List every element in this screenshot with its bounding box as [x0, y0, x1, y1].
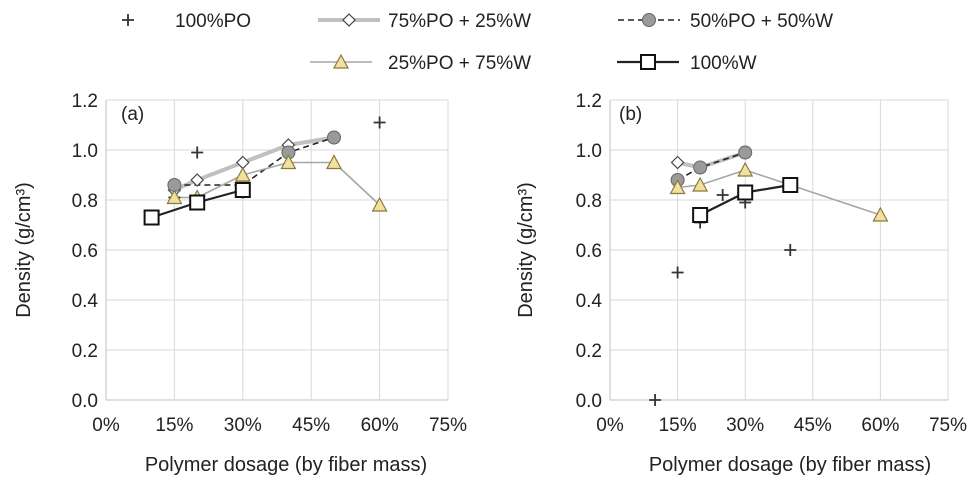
legend-item-100pctpo: 100%PO	[122, 11, 251, 32]
data-point-75pctpo-25pctw	[235, 155, 250, 170]
y-tick-label: 0.0	[72, 391, 98, 412]
panel-label: (a)	[121, 104, 144, 125]
data-point-25pctpo-75pctw	[280, 154, 297, 170]
x-tick-label: 0%	[92, 415, 120, 436]
y-tick-label: 0.4	[72, 291, 99, 312]
x-tick-label: 75%	[429, 415, 467, 436]
data-point-50pctpo-50pctw	[738, 145, 753, 160]
data-point-100pctw	[234, 182, 251, 198]
y-tick-label: 1.2	[72, 91, 98, 112]
data-point-100pctpo	[191, 146, 204, 159]
legend-label: 100%W	[690, 53, 757, 74]
x-axis-title: Polymer dosage (by fiber mass)	[145, 454, 427, 476]
legend-marker-plus	[122, 14, 134, 26]
data-point-50pctpo-50pctw	[693, 160, 708, 175]
legend: 100%PO 75%PO + 25%W 50%PO + 50%W 25%PO + 75…	[122, 11, 833, 74]
legend-marker-triangle	[332, 53, 350, 69]
panel-label: (b)	[619, 104, 642, 125]
data-point-100pctw	[782, 177, 799, 193]
y-tick-label: 0.2	[72, 341, 98, 362]
data-point-25pctpo-75pctw	[166, 189, 183, 205]
data-point-100pctpo	[373, 116, 386, 129]
data-point-25pctpo-75pctw	[234, 166, 251, 182]
x-tick-label: 30%	[224, 415, 262, 436]
data-point-100pctw	[189, 194, 206, 211]
data-point-25pctpo-75pctw	[371, 196, 388, 212]
legend-label: 25%PO + 75%W	[388, 53, 531, 74]
y-axis-title: Density (g/cm³)	[13, 182, 35, 318]
x-tick-label: 0%	[596, 415, 624, 436]
data-point-100pctw	[692, 207, 709, 223]
legend-label: 75%PO + 25%W	[388, 11, 531, 32]
x-tick-label: 15%	[155, 415, 193, 436]
data-point-25pctpo-75pctw	[692, 176, 709, 192]
data-point-25pctpo-75pctw	[872, 206, 889, 222]
legend-label: 100%PO	[175, 11, 251, 32]
data-point-75pctpo-25pctw	[190, 173, 205, 187]
y-tick-label: 1.2	[576, 91, 602, 112]
y-tick-label: 1.0	[576, 141, 602, 162]
y-tick-label: 0.8	[72, 191, 98, 212]
data-point-100pctpo	[716, 189, 729, 201]
legend-item-100pctw: 100%W	[617, 53, 757, 74]
legend-item-50pctpo-50pctw: 50%PO + 50%W	[618, 11, 833, 32]
data-point-50pctpo-50pctw	[327, 130, 341, 145]
data-point-75pctpo-25pctw	[670, 155, 685, 170]
x-tick-label: 60%	[361, 415, 399, 436]
data-point-100pctw	[737, 184, 754, 201]
data-point-100pctw	[143, 209, 160, 226]
y-tick-label: 1.0	[72, 141, 98, 162]
x-tick-label: 45%	[794, 415, 832, 436]
series-100pctw	[143, 182, 251, 226]
x-tick-label: 45%	[292, 415, 330, 436]
y-tick-label: 0.2	[576, 341, 602, 362]
y-tick-label: 0.6	[72, 241, 98, 262]
data-point-100pctpo	[649, 394, 662, 406]
series-100pctw	[692, 177, 799, 223]
data-point-100pctpo	[784, 244, 797, 256]
series-100pctpo	[649, 189, 797, 406]
y-tick-label: 0.4	[576, 291, 603, 312]
data-point-25pctpo-75pctw	[737, 161, 754, 177]
data-point-100pctpo	[671, 266, 684, 279]
chart-panel-b: 0.0 0.2 0.4 0.6 0.8 1.0 1.2 0% 15% 30% 45% 60% 75% (b…	[515, 91, 967, 476]
y-axis-title: Density (g/cm³)	[515, 182, 537, 318]
legend-label: 50%PO + 50%W	[690, 11, 833, 32]
x-tick-label: 75%	[929, 415, 967, 436]
series-line-75pctpo-25pctw	[677, 150, 746, 170]
legend-marker-square	[640, 54, 656, 70]
x-axis-title: Polymer dosage (by fiber mass)	[649, 454, 931, 476]
y-tick-label: 0.6	[576, 241, 602, 262]
legend-item-75pctpo-25pctw: 75%PO + 25%W	[318, 11, 531, 32]
legend-marker-circle	[642, 13, 656, 27]
y-tick-label: 0.8	[576, 191, 602, 212]
data-point-25pctpo-75pctw	[325, 154, 343, 170]
x-tick-label: 15%	[659, 415, 697, 436]
y-tick-label: 0.0	[576, 391, 602, 412]
series-line-50pctpo-50pctw	[174, 136, 335, 186]
legend-marker-diamond	[342, 13, 356, 27]
chart-panel-a: 0.0 0.2 0.4 0.6 0.8 1.0 1.2 0% 15% 30% 45% 60% 75% (a…	[13, 91, 467, 476]
data-point-25pctpo-75pctw	[669, 179, 686, 195]
legend-item-25pctpo-75pctw: 25%PO + 75%W	[310, 53, 531, 74]
x-tick-label: 60%	[861, 415, 899, 436]
x-tick-label: 30%	[726, 415, 764, 436]
